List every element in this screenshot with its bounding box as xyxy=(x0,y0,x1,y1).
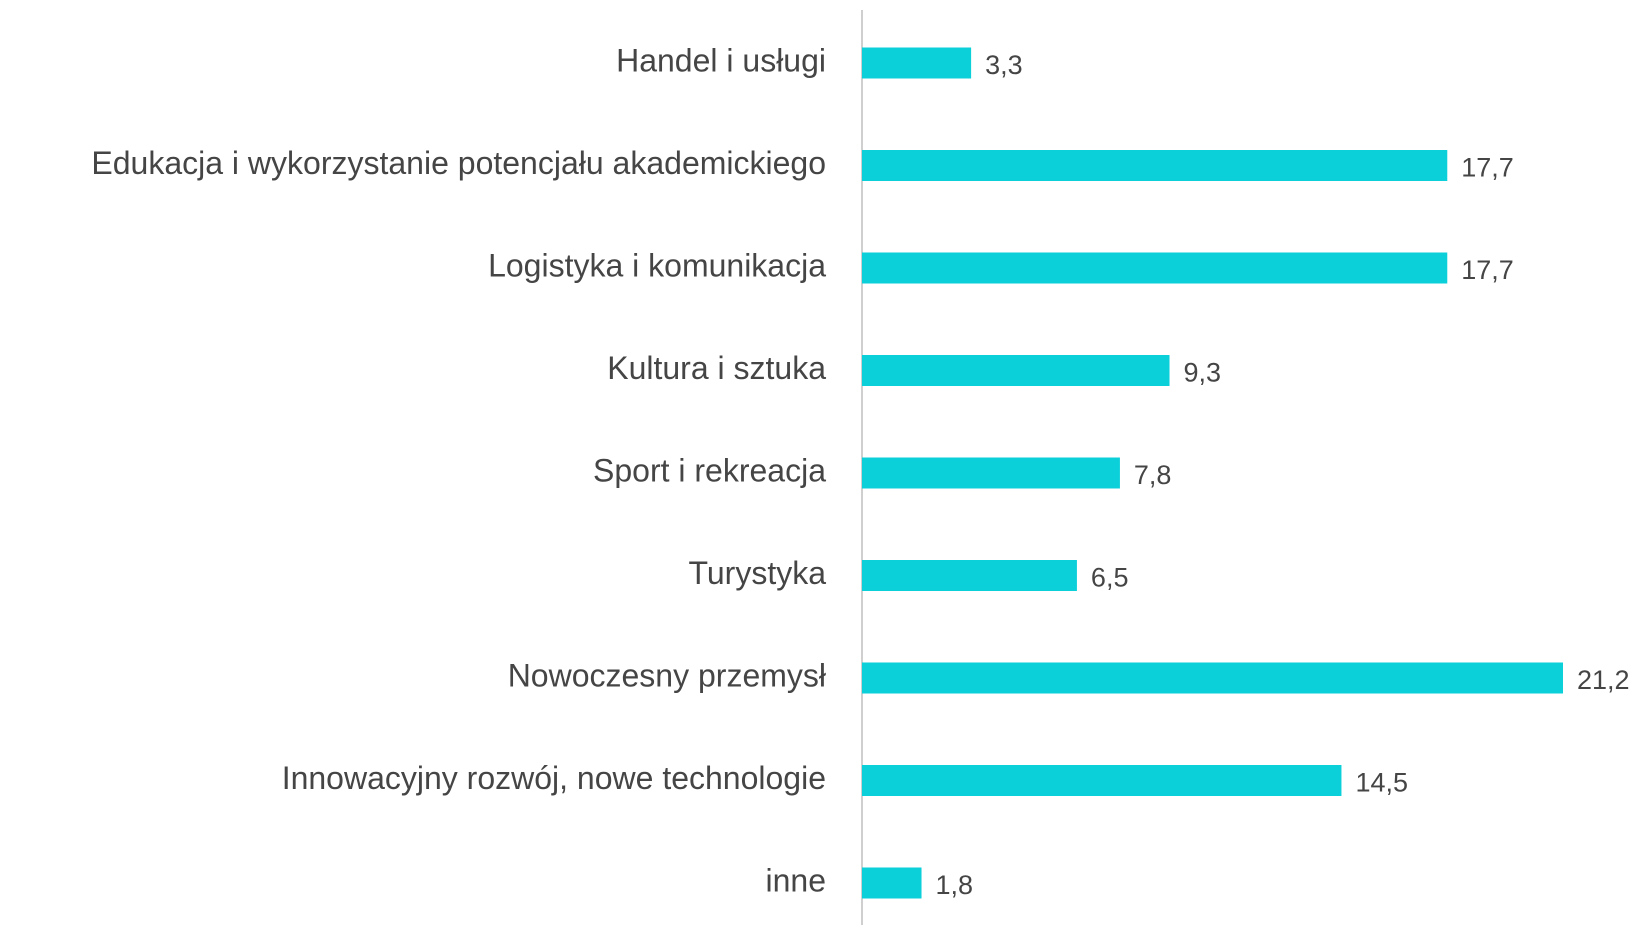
category-label: Logistyka i komunikacja xyxy=(488,247,826,283)
category-label: Innowacyjny rozwój, nowe technologie xyxy=(282,760,826,796)
bar xyxy=(862,765,1342,796)
bar xyxy=(862,355,1170,386)
value-label: 7,8 xyxy=(1134,460,1172,490)
category-label: Edukacja i wykorzystanie potencjału akad… xyxy=(91,145,826,181)
bar xyxy=(862,662,1563,694)
value-label: 9,3 xyxy=(1184,358,1222,388)
bar xyxy=(862,867,922,899)
value-label: 17,7 xyxy=(1461,255,1514,285)
category-label: Nowoczesny przemysł xyxy=(508,657,826,693)
category-label: Turystyka xyxy=(689,555,827,591)
value-label: 14,5 xyxy=(1355,768,1408,798)
category-label: Handel i usługi xyxy=(616,42,826,78)
bar xyxy=(862,252,1448,284)
bar xyxy=(862,457,1120,489)
bar xyxy=(862,47,972,79)
category-label: Sport i rekreacja xyxy=(593,452,826,488)
bar xyxy=(862,560,1077,591)
value-label: 17,7 xyxy=(1461,153,1514,183)
category-label: inne xyxy=(766,862,827,898)
category-label: Kultura i sztuka xyxy=(607,350,826,386)
value-label: 1,8 xyxy=(936,870,974,900)
value-label: 3,3 xyxy=(985,50,1023,80)
value-label: 21,2 xyxy=(1577,665,1630,695)
bar xyxy=(862,150,1448,181)
value-label: 6,5 xyxy=(1091,563,1129,593)
